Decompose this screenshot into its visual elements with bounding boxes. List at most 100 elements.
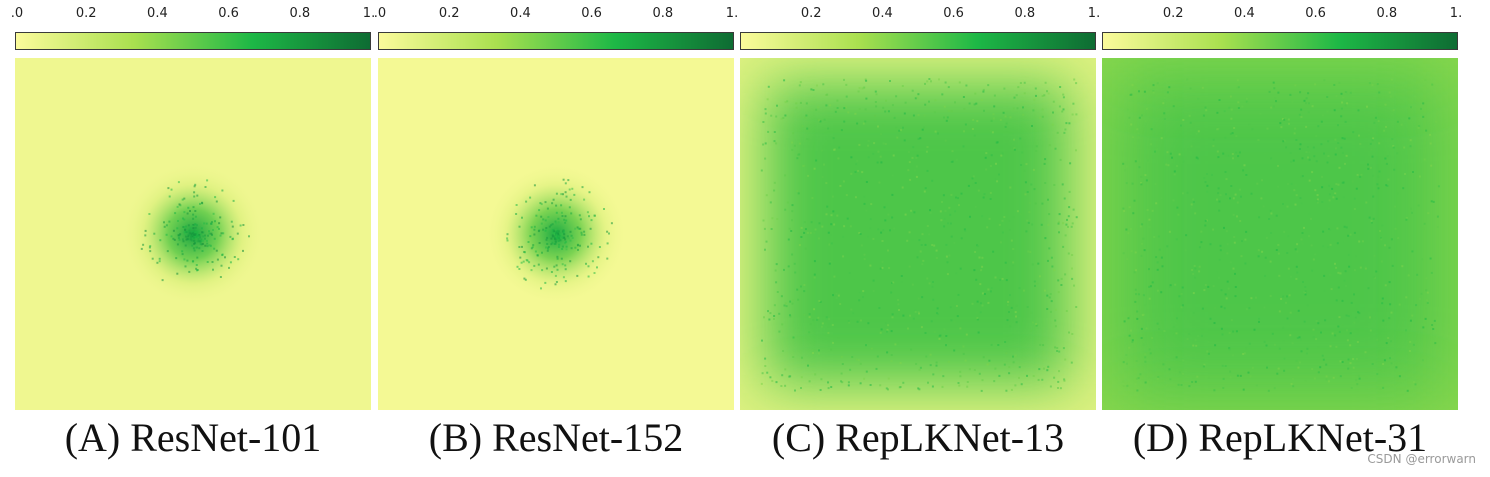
heatmap-cell bbox=[1436, 226, 1439, 228]
heatmap-cell bbox=[536, 254, 539, 257]
heatmap-cell bbox=[219, 276, 222, 278]
heatmap-cell bbox=[900, 275, 903, 277]
heatmap-cell bbox=[170, 188, 173, 191]
heatmap-cell bbox=[1262, 205, 1265, 208]
heatmap-cell bbox=[1052, 100, 1055, 103]
heatmap-cell bbox=[858, 305, 861, 307]
heatmap-cell bbox=[1357, 109, 1360, 112]
heatmap-cell bbox=[1238, 188, 1241, 191]
heatmap-cell bbox=[882, 229, 885, 232]
heatmap-cell bbox=[1323, 289, 1326, 292]
heatmap-cell bbox=[1142, 313, 1145, 316]
heatmap-cell bbox=[1402, 187, 1405, 190]
heatmap-cell bbox=[885, 387, 888, 390]
heatmap-cell bbox=[1136, 317, 1139, 320]
heatmap-cell bbox=[1342, 181, 1345, 184]
heatmap-cell bbox=[900, 281, 903, 283]
heatmap-cell bbox=[837, 294, 840, 297]
heatmap-cell bbox=[901, 186, 904, 189]
heatmap-cell bbox=[819, 300, 822, 303]
heatmap-cell bbox=[928, 233, 931, 236]
heatmap-cell bbox=[962, 352, 965, 355]
heatmap-cell bbox=[1054, 346, 1057, 349]
heatmap-cell bbox=[983, 193, 986, 196]
heatmap-cell bbox=[953, 320, 956, 323]
heatmap-cell bbox=[943, 116, 945, 119]
heatmap-cell bbox=[1412, 381, 1415, 384]
heatmap-cell bbox=[1228, 348, 1231, 351]
heatmap-cell bbox=[941, 201, 943, 203]
heatmap-cell bbox=[1410, 106, 1412, 109]
heatmap-cell bbox=[1139, 373, 1142, 376]
heatmap-cell bbox=[849, 259, 852, 262]
heatmap-cell bbox=[1315, 338, 1318, 341]
heatmap-cell bbox=[877, 228, 880, 231]
heatmap-cell bbox=[761, 339, 763, 342]
heatmap-cell bbox=[925, 355, 928, 358]
heatmap-cell bbox=[813, 308, 816, 311]
heatmap-cell bbox=[148, 246, 151, 249]
heatmap-cell bbox=[1050, 256, 1053, 259]
heatmap-cell bbox=[1262, 191, 1265, 194]
heatmap-cell bbox=[1059, 387, 1062, 390]
heatmap-cell bbox=[940, 279, 942, 281]
heatmap-cell bbox=[964, 229, 967, 232]
heatmap-cell bbox=[1288, 122, 1290, 125]
heatmap-cell bbox=[949, 213, 952, 216]
heatmap-cell bbox=[887, 213, 890, 216]
heatmap-cell bbox=[982, 356, 985, 359]
heatmap-cell bbox=[554, 220, 557, 223]
heatmap-cell bbox=[1035, 145, 1038, 148]
heatmap-cell bbox=[858, 87, 861, 90]
heatmap-cell bbox=[1311, 269, 1314, 272]
heatmap-cell bbox=[1296, 337, 1299, 339]
heatmap-cell bbox=[197, 236, 199, 239]
heatmap-cell bbox=[1345, 314, 1348, 317]
heatmap-cell bbox=[1009, 294, 1011, 297]
heatmap-cell bbox=[1392, 146, 1395, 149]
heatmap-cell bbox=[1044, 182, 1047, 184]
heatmap-cell bbox=[1014, 354, 1017, 357]
heatmap-cell bbox=[1195, 156, 1198, 159]
heatmap-cell bbox=[948, 254, 951, 257]
heatmap-cell bbox=[1299, 91, 1302, 94]
heatmap-cell bbox=[1322, 358, 1325, 361]
heatmap-cell bbox=[896, 136, 899, 139]
heatmap-cell bbox=[1300, 238, 1303, 241]
heatmap-cell bbox=[921, 128, 924, 131]
heatmap-cell bbox=[1046, 369, 1049, 372]
heatmap-cell bbox=[204, 244, 207, 247]
heatmap-cell bbox=[533, 233, 536, 236]
heatmap-cell bbox=[242, 224, 245, 226]
heatmap-cell bbox=[990, 287, 993, 289]
heatmap-cell bbox=[839, 303, 842, 305]
heatmap-cell bbox=[1297, 309, 1300, 312]
heatmap-cell bbox=[959, 267, 962, 270]
heatmap-cell bbox=[1008, 228, 1011, 231]
heatmap-cell bbox=[1285, 301, 1287, 304]
heatmap-cell bbox=[1160, 256, 1163, 259]
heatmap-cell bbox=[1338, 330, 1341, 333]
heatmap-cell bbox=[869, 264, 872, 267]
heatmap-cell bbox=[1409, 139, 1412, 142]
heatmap-cell bbox=[1423, 158, 1426, 161]
panel-caption: (C) RepLKNet-13 bbox=[771, 415, 1065, 460]
heatmap-cell bbox=[1188, 385, 1191, 388]
heatmap-cell bbox=[1029, 251, 1032, 254]
heatmap-cell bbox=[1163, 330, 1166, 333]
heatmap-cell bbox=[845, 83, 848, 86]
heatmap-cell bbox=[913, 211, 916, 214]
panel-b: .0 0.2 0.4 0.6 0.8 1. (B) ResNet-152 bbox=[374, 0, 738, 477]
heatmap-cell bbox=[1198, 270, 1201, 273]
heatmap-cell bbox=[957, 382, 960, 384]
heatmap-cell bbox=[1232, 354, 1235, 357]
heatmap-cell bbox=[837, 336, 840, 339]
heatmap-cell bbox=[819, 389, 822, 391]
heatmap-cell bbox=[1273, 387, 1276, 390]
heatmap-cell bbox=[1385, 184, 1388, 187]
heatmap-cell bbox=[1422, 326, 1425, 329]
heatmap-cell bbox=[554, 240, 557, 243]
heatmap-cell bbox=[926, 80, 929, 83]
heatmap-cell bbox=[976, 317, 979, 320]
heatmap-cell bbox=[1123, 210, 1126, 213]
